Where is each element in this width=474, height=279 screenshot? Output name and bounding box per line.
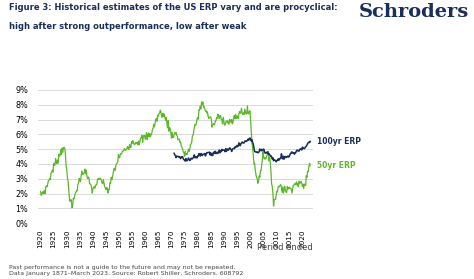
Text: 100yr ERP: 100yr ERP [317, 137, 361, 146]
Text: 50yr ERP: 50yr ERP [317, 161, 356, 170]
Text: Period ended: Period ended [257, 243, 313, 252]
Text: Figure 3: Historical estimates of the US ERP vary and are procyclical:: Figure 3: Historical estimates of the US… [9, 3, 338, 12]
Text: Past performance is not a guide to the future and may not be repeated.
Data Janu: Past performance is not a guide to the f… [9, 265, 244, 276]
Text: Schroders: Schroders [359, 3, 469, 21]
Text: high after strong outperformance, low after weak: high after strong outperformance, low af… [9, 22, 247, 31]
